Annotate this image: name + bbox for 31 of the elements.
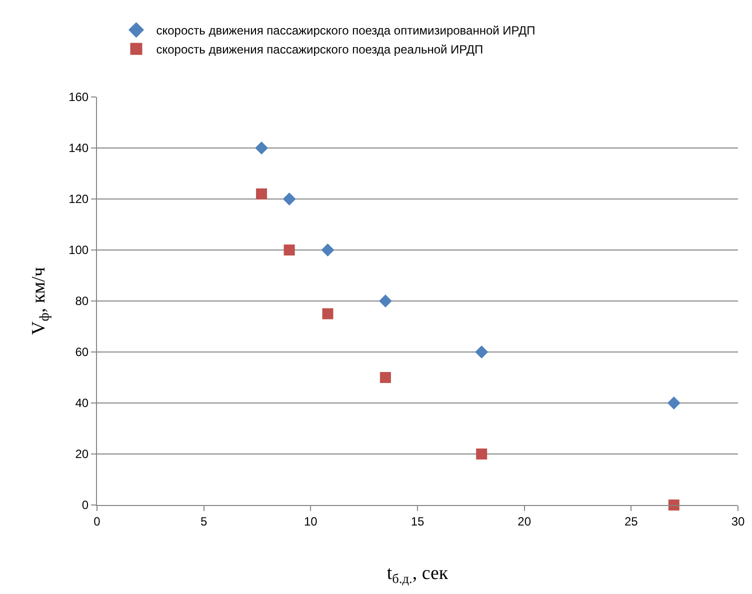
- point: [255, 142, 268, 154]
- y-tick-label: 160: [68, 90, 89, 104]
- x-tick-label: 30: [731, 514, 745, 528]
- point: [667, 396, 680, 410]
- point: [282, 192, 296, 206]
- y-tick-label: 20: [75, 447, 89, 462]
- x-tick-label: 5: [200, 514, 208, 528]
- y-tick-label: 40: [75, 396, 89, 410]
- point: [322, 308, 334, 320]
- x-tick-label: 25: [624, 514, 638, 528]
- x-tick-label: 20: [518, 514, 532, 528]
- x-tick-label: 15: [410, 514, 424, 528]
- y-tick-label: 80: [75, 294, 89, 308]
- x-axis-title: t$_{б.д.}$, сек: [386, 563, 449, 586]
- y-tick-label: 100: [68, 243, 89, 258]
- y-tick-label: 60: [75, 345, 89, 360]
- point: [476, 448, 488, 460]
- y-tick-label: 0: [82, 498, 89, 512]
- y-tick-label: 140: [68, 141, 89, 156]
- point: [380, 372, 391, 383]
- y-tick-label: 120: [68, 192, 89, 206]
- legend-label: скорость движения пассажирского поезда оптимизированной ИРДП: [156, 24, 536, 38]
- point: [256, 188, 268, 200]
- point: [668, 500, 680, 510]
- point: [284, 244, 295, 256]
- point: [475, 346, 488, 358]
- legend-label: скорость движения пассажирского поезда реальной ИРДП: [156, 42, 484, 57]
- point: [378, 294, 392, 308]
- point: [321, 244, 334, 256]
- x-tick-label: 10: [304, 514, 318, 528]
- x-tick-label: 0: [94, 514, 101, 528]
